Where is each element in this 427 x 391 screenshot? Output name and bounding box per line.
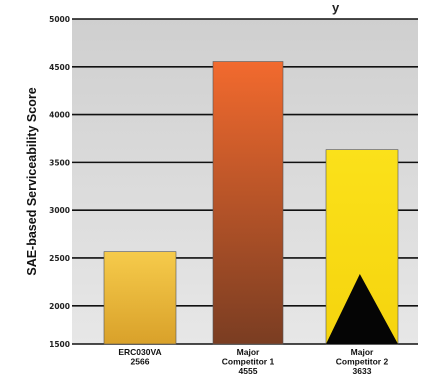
chart-title-fragment: y — [332, 0, 340, 15]
y-axis-ticks: 1500 2000 2500 3000 3500 4000 4500 5000 — [49, 15, 70, 349]
x-category-line: Competitor 2 — [336, 357, 389, 367]
annotations — [326, 274, 398, 344]
x-category-line: Major — [351, 347, 374, 357]
y-tick-label: 3500 — [49, 158, 70, 167]
y-tick-label: 3000 — [49, 206, 70, 215]
x-category-line: Major — [237, 347, 260, 357]
y-axis-label: SAE-based Serviceability Score — [25, 87, 39, 275]
x-category-line: Competitor 1 — [222, 357, 275, 367]
y-tick-label: 5000 — [49, 15, 70, 24]
y-tick-label: 2500 — [49, 254, 70, 263]
bar-0 — [103, 251, 177, 345]
y-tick-label: 1500 — [49, 340, 70, 349]
x-category-line: 4555 — [239, 366, 258, 376]
black-triangle-shape — [326, 274, 398, 344]
bars — [103, 61, 399, 345]
y-tick-label: 4000 — [49, 111, 70, 120]
x-category-label-0: ERC030VA 2566 — [118, 347, 161, 367]
bar-1 — [212, 61, 284, 345]
y-tick-label: 4500 — [49, 63, 70, 72]
x-category-line: ERC030VA — [118, 347, 161, 357]
x-category-line: 2566 — [131, 357, 150, 367]
x-category-label-1: Major Competitor 1 4555 — [222, 347, 275, 376]
x-category-line: 3633 — [353, 366, 372, 376]
x-category-label-2: Major Competitor 2 3633 — [336, 347, 389, 376]
y-tick-label: 2000 — [49, 302, 70, 311]
